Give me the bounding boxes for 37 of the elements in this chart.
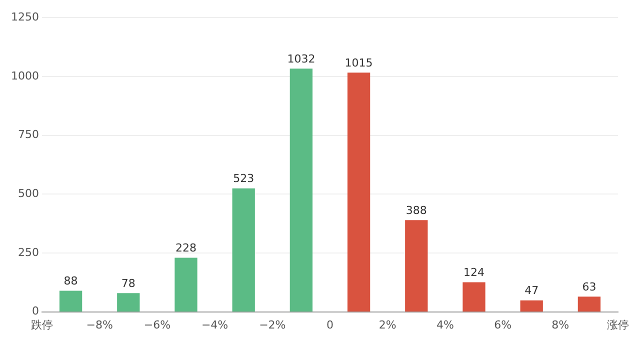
x-tick-label: 2% [378,318,396,332]
y-tick-label: 1000 [10,69,39,82]
y-tick-label: 250 [18,246,39,259]
data-label: 88 [64,274,78,288]
y-tick-label: 500 [18,186,39,200]
bar [520,300,543,312]
bar [59,290,82,312]
bar [290,68,313,312]
data-label: 47 [524,284,539,298]
x-tick-label: 6% [494,318,512,332]
bar [232,188,255,312]
x-tick-label: −8% [86,318,113,332]
x-tick-label: 8% [552,318,570,332]
x-tick-label: −4% [201,318,228,332]
data-label: 523 [233,172,254,186]
data-label: 228 [175,241,196,254]
x-tick-label: 0 [326,318,334,332]
data-label: 78 [121,276,136,290]
y-tick-label: 0 [32,304,39,318]
bar [578,296,601,312]
y-tick-label: 750 [18,128,39,142]
data-label: 388 [406,204,427,217]
data-label: 1015 [344,56,373,70]
data-label: 63 [582,280,596,294]
y-tick-label: 1250 [10,10,39,24]
bar [462,282,486,312]
x-tick-label: 涨停 [607,318,629,332]
x-tick-label: 4% [436,318,454,332]
x-tick-label: −2% [259,318,286,332]
bar [405,220,428,312]
bar [117,293,140,312]
data-label: 124 [464,266,484,279]
bar [174,258,198,312]
x-tick-label: −6% [144,318,171,332]
x-tick-label: 跌停 [30,318,53,332]
bar [347,72,370,312]
data-label: 1032 [287,52,316,66]
